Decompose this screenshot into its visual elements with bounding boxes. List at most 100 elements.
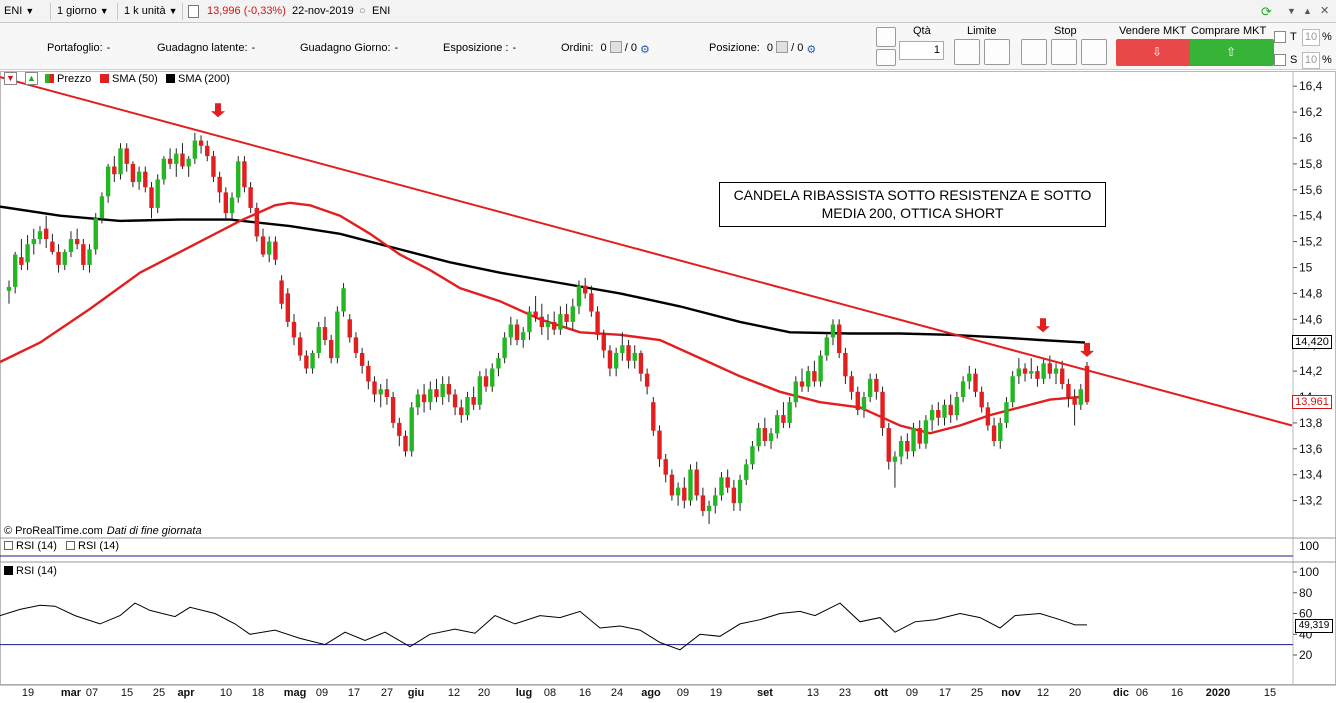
symbol-selector[interactable]: ENI ▼ [4, 3, 34, 20]
candle-body [750, 446, 755, 465]
legend-expand-button[interactable]: ▲ [25, 72, 38, 85]
close-icon[interactable]: ✕ [1320, 5, 1330, 17]
buy-arrow-icon: ⇧ [1226, 45, 1237, 59]
buy-mkt-button[interactable]: ⇧ [1190, 39, 1274, 66]
x-tick-label: 24 [611, 687, 623, 699]
hammer-icon[interactable] [876, 27, 896, 47]
candle-body [582, 285, 588, 294]
grid-icon[interactable] [876, 49, 896, 66]
legend-sma50[interactable]: SMA (50) [100, 72, 158, 87]
resistance-trendline [0, 76, 1293, 427]
position-list-icon[interactable] [776, 41, 789, 53]
candle-body [576, 285, 582, 307]
candle-body [384, 389, 390, 397]
candle-body [551, 321, 557, 330]
rsi-checkbox[interactable] [66, 541, 76, 550]
candle-body [799, 381, 805, 387]
t-percent-input[interactable]: 10 [1302, 29, 1320, 46]
position-label: Posizione: [709, 42, 760, 54]
candle-body [545, 321, 551, 328]
candle-body [1004, 402, 1009, 423]
copyright-text: © ProRealTime.com [4, 525, 103, 537]
candle-body [372, 381, 377, 395]
x-tick-label: apr [177, 687, 195, 699]
x-tick-label: 27 [381, 687, 393, 699]
qty-input[interactable]: 1 [899, 41, 944, 60]
chevron-down-icon[interactable]: ▼ [1287, 6, 1296, 16]
portfolio-label: Portafoglio: [47, 42, 103, 54]
stop-sell-button[interactable] [1051, 39, 1077, 65]
limit-sell-button[interactable] [984, 39, 1010, 65]
order-list-icon[interactable] [609, 41, 622, 53]
x-tick-label: mag [284, 687, 307, 699]
stop-trailing-button[interactable] [1081, 39, 1107, 65]
s-checkbox[interactable] [1274, 54, 1286, 66]
portfolio-value: - [106, 42, 111, 54]
orders-field: Ordini: 0 / 0 ⚙ [561, 41, 652, 56]
candle-body [322, 327, 328, 341]
candle-body [93, 218, 98, 250]
rsi-swatch [4, 566, 13, 575]
timeframe-selector[interactable]: 1 giorno ▼ [57, 3, 109, 20]
y-tick-label: 15 [1299, 261, 1313, 275]
x-tick-label: set [757, 687, 773, 699]
candle-body [260, 236, 266, 255]
orders-value-b: / 0 [624, 42, 637, 54]
candle-body [657, 430, 662, 460]
candle-body [186, 158, 191, 167]
legend-collapse-button[interactable]: ▼ [4, 72, 17, 85]
gear-icon[interactable]: ⚙ [640, 44, 650, 56]
panel-frames [0, 71, 1336, 686]
candle-body [880, 391, 885, 429]
rsi-tick-label: 60 [1299, 607, 1313, 621]
candle-body [1035, 371, 1040, 379]
candle-body [998, 422, 1003, 442]
candle-body [421, 394, 427, 403]
percent-sign: % [1322, 31, 1332, 43]
x-tick-label: 12 [448, 687, 460, 699]
candle-body [669, 474, 675, 496]
candle-body [812, 371, 817, 382]
stop-buy-button[interactable] [1021, 39, 1047, 65]
candle-body [50, 241, 55, 252]
rsi-value-label: 49,319 [1295, 619, 1333, 633]
legend-prezzo[interactable]: Prezzo [45, 72, 91, 87]
candle-body [558, 314, 563, 330]
candle-body [390, 397, 396, 423]
y-tick-label: 14,6 [1299, 312, 1323, 326]
info-icon[interactable] [188, 5, 199, 18]
candle-body [762, 428, 768, 442]
units-selector[interactable]: 1 k unità ▼ [124, 3, 178, 20]
s-percent-input[interactable]: 10 [1302, 52, 1320, 69]
divider [182, 3, 183, 20]
sma200-line [0, 205, 1086, 344]
percent-sign: % [1322, 54, 1332, 66]
sma200-path [0, 205, 1086, 344]
rsi-label: RSI (14) [78, 540, 119, 552]
candle-body [155, 179, 160, 208]
candle-body [452, 394, 458, 408]
rsi-checkbox[interactable] [4, 541, 13, 550]
refresh-icon[interactable]: ⟳ [1261, 4, 1272, 19]
candle-body [911, 428, 916, 452]
candle-body [706, 505, 712, 511]
orders-value-a: 0 [600, 42, 607, 54]
limit-buy-button[interactable] [954, 39, 980, 65]
candle-body [1066, 384, 1071, 397]
candle-body [1010, 376, 1015, 403]
candle-body [936, 409, 941, 418]
candle-body [626, 345, 631, 361]
daily-gain-label: Guadagno Giorno: [300, 42, 391, 54]
t-checkbox[interactable] [1274, 31, 1286, 43]
sell-mkt-button[interactable]: ⇩ [1116, 39, 1200, 66]
candle-body [527, 311, 532, 333]
chevron-down-icon: ▼ [25, 6, 35, 16]
candle-body [830, 324, 836, 338]
legend-sma200[interactable]: SMA (200) [166, 72, 230, 87]
buy-mkt-label: Comprare MKT [1191, 25, 1267, 37]
candle-body [198, 140, 204, 146]
chevron-up-icon[interactable]: ▲ [1303, 6, 1312, 16]
gear-icon[interactable]: ⚙ [806, 44, 817, 56]
candle-body [415, 394, 421, 408]
candle-body [923, 420, 929, 444]
